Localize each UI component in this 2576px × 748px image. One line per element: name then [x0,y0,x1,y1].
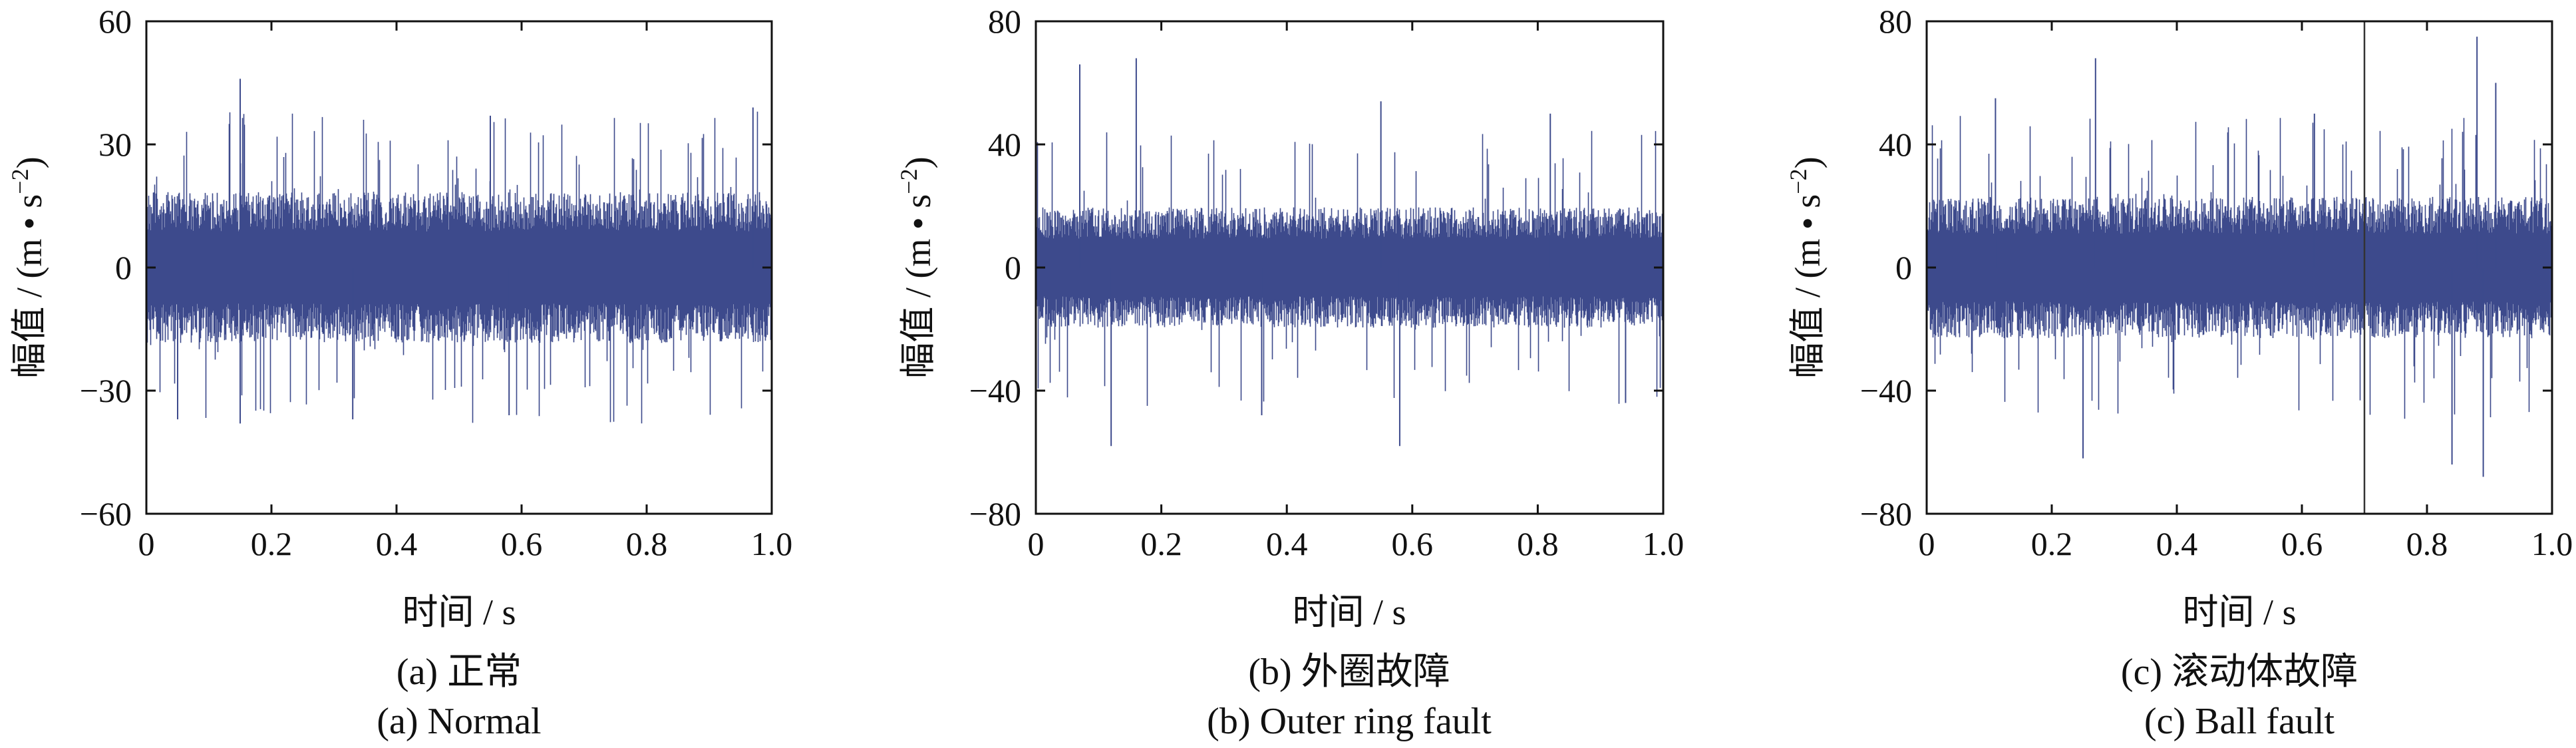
panel-a-xtick-label: 0 [138,525,155,562]
panel-b-xtick-label: 0.6 [1392,525,1434,562]
panel-b-caption-en: (b) Outer ring fault [1207,701,1492,742]
panel-b-ticks: 0 0.2 0.4 0.6 0.8 1.0 −80 −40 0 40 80 [969,3,1684,562]
panel-a-caption-cn: (a) 正常 [397,652,522,693]
panel-c-ytick-label: −40 [1860,372,1912,409]
panel-a-ytick-label: −30 [80,372,132,409]
panel-b-caption-cn: (b) 外圈故障 [1248,652,1450,693]
panel-c-ylabel: 幅值 / (m • s−2) [1785,156,1828,378]
panel-b-xtick-label: 0.8 [1517,525,1559,562]
panel-c-ylabel-close: ) [1788,156,1828,168]
panel-c-ytick-label: 0 [1895,249,1912,286]
panel-b-xtick-label: 1.0 [1643,525,1685,562]
panel-a-ytick-label: 30 [98,126,132,163]
panel-b-xtick-label: 0.2 [1140,525,1182,562]
panel-b-ytick-label: −80 [969,495,1021,532]
panel-c-ticks: 0 0.2 0.4 0.6 0.8 1.0 −80 −40 0 40 80 [1860,3,2573,562]
panel-a-caption-en: (a) Normal [377,701,541,742]
panel-a-signal [146,79,772,424]
panel-b: 0 0.2 0.4 0.6 0.8 1.0 −80 −40 0 40 80 幅值 / (m • s−… [895,3,1684,742]
panel-a-xtick-label: 1.0 [751,525,793,562]
panel-b-ytick-label: −40 [969,372,1021,409]
panel-c-signal [1926,21,2553,514]
panel-a-ytick-label: −60 [80,495,132,532]
panel-c-xtick-label: 0.4 [2156,525,2198,562]
panel-a-xtick-label: 0.6 [501,525,543,562]
panel-a: 0 0.2 0.4 0.6 0.8 1.0 −60 −30 0 30 60 幅值 / (m • s−… [7,3,792,742]
panel-a-xtick-label: 0.8 [626,525,668,562]
panel-a-xlabel: 时间 / s [402,592,516,632]
panel-a-ytick-label: 60 [98,3,132,40]
panel-b-ytick-label: 40 [988,126,1021,163]
panel-b-ylabel: 幅值 / (m • s−2) [895,156,938,378]
panel-c-caption-en: (c) Ball fault [2144,701,2335,742]
panel-c-xtick-label: 0.2 [2031,525,2073,562]
panel-c-ytick-label: 80 [1879,3,1912,40]
panel-c-ylabel-exponent: −2 [1785,168,1812,194]
panel-a-ylabel-main: 幅值 / (m • s [9,194,49,379]
panel-c-xtick-label: 1.0 [2531,525,2573,562]
panel-c-ylabel-main: 幅值 / (m • s [1788,194,1828,379]
panel-b-ytick-label: 0 [1005,249,1021,286]
panel-a-xtick-label: 0.2 [251,525,293,562]
panel-c-caption-cn: (c) 滚动体故障 [2121,652,2358,693]
panel-b-xtick-label: 0.4 [1266,525,1308,562]
panel-c: 0 0.2 0.4 0.6 0.8 1.0 −80 −40 0 40 80 幅值 / (m • s−… [1785,3,2573,742]
panel-c-xlabel: 时间 / s [2182,592,2296,632]
panel-b-ylabel-close: ) [898,156,938,168]
panel-c-xtick-label: 0 [1919,525,1935,562]
panel-b-ylabel-main: 幅值 / (m • s [898,194,938,379]
panel-b-xtick-label: 0 [1028,525,1045,562]
panel-a-ylabel-exponent: −2 [7,168,33,194]
panel-c-ytick-label: −80 [1860,495,1912,532]
panel-c-ytick-label: 40 [1879,126,1912,163]
panel-b-ytick-label: 80 [988,3,1021,40]
panel-a-ylabel: 幅值 / (m • s−2) [7,156,49,378]
panel-a-xtick-label: 0.4 [376,525,418,562]
panel-b-ylabel-exponent: −2 [895,168,922,194]
panel-c-xtick-label: 0.6 [2281,525,2323,562]
panel-a-ylabel-close: ) [9,156,49,168]
panel-b-xlabel: 时间 / s [1292,592,1406,632]
panel-a-ticks: 0 0.2 0.4 0.6 0.8 1.0 −60 −30 0 30 60 [80,3,792,562]
panel-c-xtick-label: 0.8 [2406,525,2448,562]
panel-a-ytick-label: 0 [115,249,132,286]
